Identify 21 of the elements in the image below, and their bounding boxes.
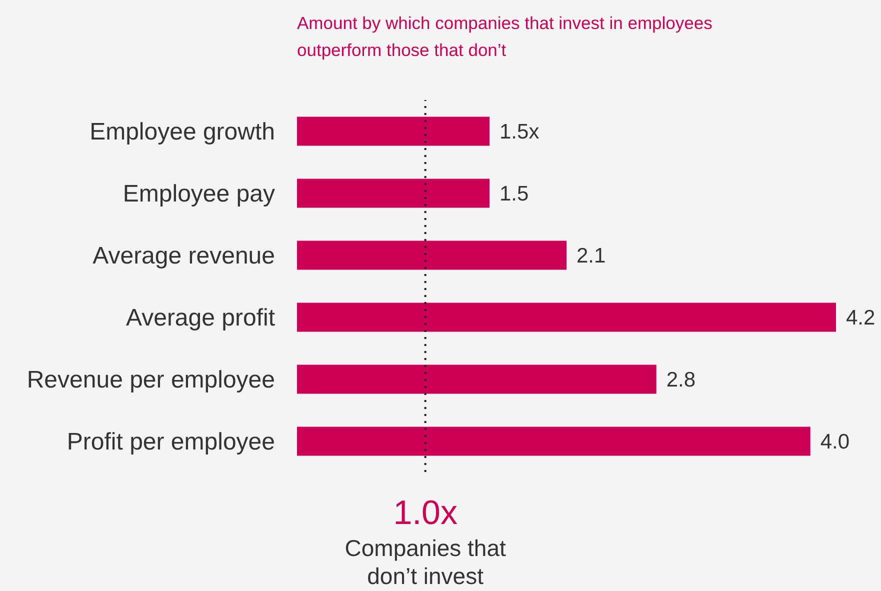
data-label: 2.1 [576, 244, 606, 268]
bar [297, 178, 490, 208]
y-tick-label: Employee pay [122, 180, 275, 208]
y-tick-label: Average profit [126, 304, 276, 332]
y-tick-label: Revenue per employee [26, 366, 275, 394]
y-tick-label: Employee growth [90, 118, 275, 146]
ref-line-label: 1.0x [393, 494, 458, 532]
bar [297, 364, 656, 394]
data-label: 4.0 [820, 430, 850, 454]
bar [297, 116, 490, 146]
bar [297, 240, 566, 270]
chart-title: Amount by which companies that invest in employees outperform those that don’t [297, 12, 714, 62]
y-tick-label: Profit per employee [66, 428, 275, 456]
data-label: 4.2 [846, 306, 876, 330]
data-label: 1.5x [500, 120, 540, 144]
text: Companies that don’t invest [344, 535, 506, 589]
bar [297, 426, 810, 456]
data-label: 1.5 [500, 182, 529, 206]
y-tick-label: Average revenue [92, 242, 275, 270]
data-label: 2.8 [666, 368, 696, 392]
bar [297, 302, 836, 332]
